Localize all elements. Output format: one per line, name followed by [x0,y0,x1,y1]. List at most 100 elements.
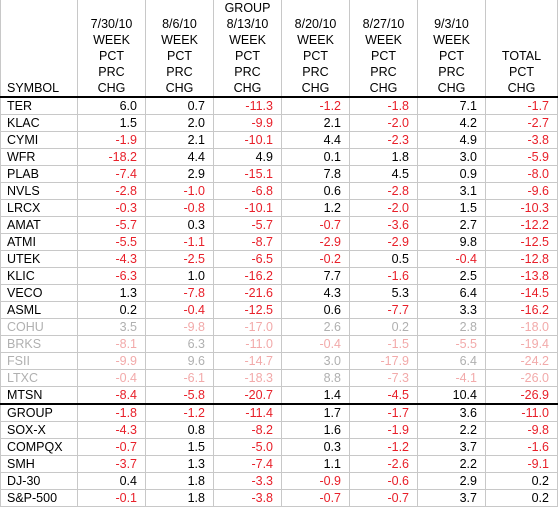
symbol-cell: LRCX [0,199,78,217]
weekly-pct-change-cell: -2.9 [281,233,350,251]
weekly-pct-change-cell: -4.3 [77,421,146,439]
header-cell: CHG [281,80,350,98]
weekly-pct-change-cell: -0.4 [77,369,146,387]
weekly-pct-change-cell: -10.1 [213,131,282,149]
header-cell: 8/13/10 [213,16,282,32]
weekly-pct-change-cell: -7.8 [145,284,214,302]
weekly-pct-change-cell: -0.4 [281,335,350,353]
header-cell: 8/27/10 [349,16,418,32]
header-row: GROUP [0,0,558,16]
weekly-pct-change-cell: 1.1 [281,455,350,473]
total-pct-change-cell: -19.4 [485,335,558,353]
weekly-pct-change-cell: -0.3 [77,199,146,217]
header-cell: PCT [77,48,146,64]
weekly-pct-change-cell: 0.4 [77,472,146,490]
header-cell [349,0,418,16]
weekly-pct-change-cell: -7.7 [349,301,418,319]
stock-row: UTEK -4.3 -2.5 -6.5 -0.2 0.5 -0.4 -12.8 [0,250,558,268]
stock-row: CYMI -1.9 2.1 -10.1 4.4 -2.3 4.9 -3.8 [0,131,558,149]
weekly-pct-change-cell: 1.8 [145,472,214,490]
weekly-pct-change-cell: -2.8 [77,182,146,200]
symbol-cell: PLAB [0,165,78,183]
header-cell [145,0,214,16]
weekly-pct-change-cell: -1.1 [145,233,214,251]
header-cell: 9/3/10 [417,16,486,32]
weekly-pct-change-cell: 3.7 [417,489,486,507]
weekly-pct-change-cell: 7.7 [281,267,350,285]
weekly-pct-change-cell: 3.5 [77,318,146,336]
weekly-pct-change-cell: 1.0 [145,267,214,285]
weekly-pct-change-cell: -3.8 [213,489,282,507]
total-pct-change-cell: -26.0 [485,369,558,387]
weekly-pct-change-cell: 7.8 [281,165,350,183]
weekly-pct-change-cell: 3.3 [417,301,486,319]
weekly-pct-change-cell: -3.7 [77,455,146,473]
weekly-pct-change-cell: 1.2 [281,199,350,217]
symbol-cell: SOX-X [0,421,78,439]
weekly-pct-change-cell: 10.4 [417,386,486,405]
weekly-pct-change-cell: 2.7 [417,216,486,234]
total-pct-change-cell: -9.1 [485,455,558,473]
total-pct-change-cell: -26.9 [485,386,558,405]
weekly-pct-change-cell: 3.0 [417,148,486,166]
index-row: DJ-30 0.4 1.8 -3.3 -0.9 -0.6 2.9 0.2 [0,472,558,490]
stock-row: COHU 3.5 -9.8 -17.0 2.6 0.2 2.8 -18.0 [0,318,558,336]
stock-row: NVLS -2.8 -1.0 -6.8 0.6 -2.8 3.1 -9.6 [0,182,558,200]
weekly-pct-change-cell: 4.4 [145,148,214,166]
header-cell [485,0,558,16]
symbol-cell: WFR [0,148,78,166]
weekly-pct-change-cell: -7.4 [213,455,282,473]
weekly-pct-change-cell: 2.6 [281,318,350,336]
total-pct-change-cell: -18.0 [485,318,558,336]
header-symbol-cell [0,0,78,16]
weekly-pct-change-cell: 7.1 [417,97,486,115]
symbol-cell: VECO [0,284,78,302]
weekly-pct-change-cell: -0.7 [281,489,350,507]
weekly-pct-change-cell: 0.3 [281,438,350,456]
weekly-pct-change-cell: 4.3 [281,284,350,302]
weekly-pct-change-cell: -0.6 [349,472,418,490]
symbol-cell: COHU [0,318,78,336]
weekly-pct-change-cell: -17.0 [213,318,282,336]
header-cell: PCT [281,48,350,64]
weekly-pct-change-cell: 0.8 [145,421,214,439]
weekly-pct-change-cell: -1.9 [77,131,146,149]
weekly-pct-change-cell: 1.3 [77,284,146,302]
total-pct-change-cell: 0.2 [485,472,558,490]
total-pct-change-cell: -3.8 [485,131,558,149]
symbol-cell: KLIC [0,267,78,285]
weekly-pct-change-cell: 4.9 [417,131,486,149]
weekly-pct-change-cell: -11.4 [213,403,282,422]
weekly-pct-change-cell: 1.8 [349,148,418,166]
header-cell: CHG [77,80,146,98]
weekly-pct-change-cell: -2.0 [349,199,418,217]
weekly-pct-change-cell: 1.4 [281,386,350,405]
total-pct-change-cell: -5.9 [485,148,558,166]
weekly-pct-change-cell: -11.0 [213,335,282,353]
weekly-pct-change-cell: 3.1 [417,182,486,200]
weekly-pct-change-cell: -5.5 [417,335,486,353]
header-row: WEEK WEEK WEEK WEEK WEEK WEEK [0,32,558,48]
weekly-pct-change-cell: -2.3 [349,131,418,149]
stock-row: MTSN -8.4 -5.8 -20.7 1.4 -4.5 10.4 -26.9 [0,386,558,405]
weekly-pct-change-cell: -4.3 [77,250,146,268]
total-pct-change-cell: -14.5 [485,284,558,302]
header-cell: WEEK [281,32,350,48]
weekly-pct-change-cell: 0.9 [417,165,486,183]
header-cell: PRC [77,64,146,80]
weekly-pct-change-cell: -0.7 [349,489,418,507]
weekly-pct-change-cell: 2.0 [145,114,214,132]
weekly-pct-change-cell: -4.1 [417,369,486,387]
weekly-pct-change-cell: 0.7 [145,97,214,115]
total-pct-change-cell: -8.0 [485,165,558,183]
weekly-pct-change-cell: 6.3 [145,335,214,353]
header-cell: CHG [485,80,558,98]
header-symbol-cell [0,64,78,80]
header-symbol-cell: SYMBOL [0,80,78,98]
header-cell: CHG [349,80,418,98]
stock-row: PLAB -7.4 2.9 -15.1 7.8 4.5 0.9 -8.0 [0,165,558,183]
weekly-pct-change-cell: -1.7 [349,403,418,422]
weekly-pct-change-cell: 6.0 [77,97,146,115]
